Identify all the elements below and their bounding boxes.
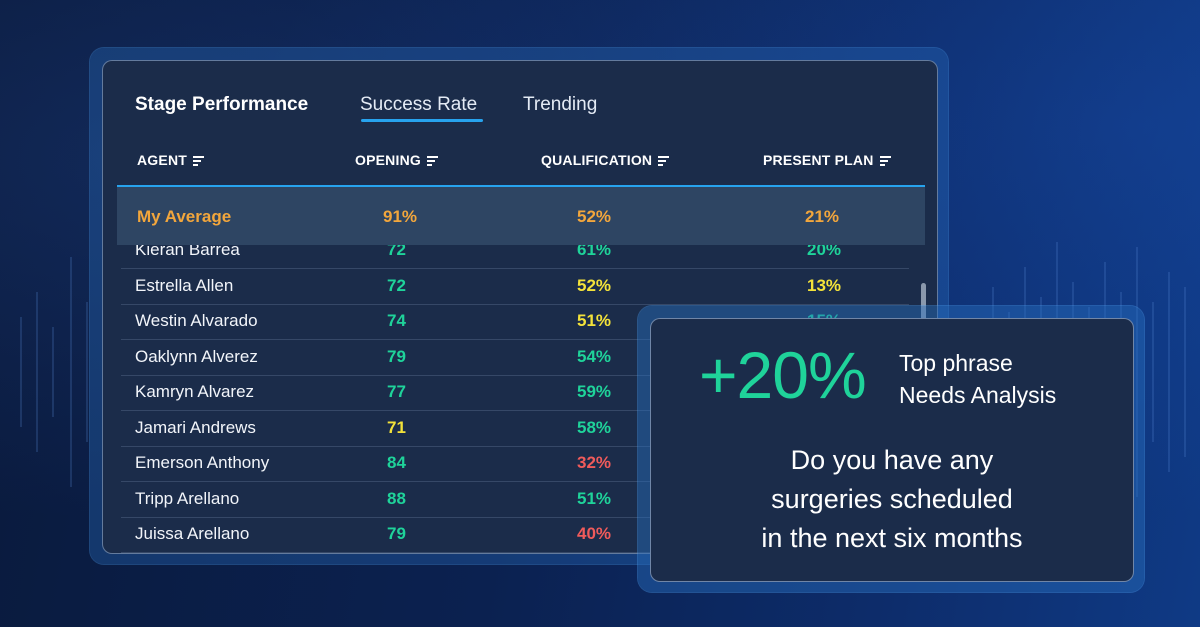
opening-value: 84 [387,453,406,472]
agent-name: Kamryn Alvarez [135,382,255,401]
filter-lines-icon[interactable] [879,156,891,166]
average-opening: 91% [383,207,418,226]
average-present-plan: 21% [805,207,840,226]
table-row[interactable]: Kamryn Alvarez 77 59% [121,375,909,411]
present-plan-value: 13% [807,275,842,295]
agent-name: Westin Alvarado [135,311,258,330]
waveform-bar [52,327,54,417]
table-row[interactable]: Jamari Andrews 71 58% [121,411,909,447]
tab-success-rate[interactable]: Success Rate [360,94,478,115]
table-row[interactable]: Tripp Arellano 88 51% [121,482,909,518]
phrase-lift-value: +20% [699,338,867,412]
agent-name: Emerson Anthony [135,453,270,472]
qualification-value: 52% [577,275,612,295]
table-row[interactable]: Estrella Allen 72 52% 13% [121,269,909,305]
tab-trending[interactable]: Trending [523,94,598,115]
quote-line: surgeries scheduled [771,484,1013,514]
qualification-value: 40% [577,524,612,543]
header-divider [117,185,925,187]
opening-value: 88 [387,488,406,508]
waveform-bar [1152,302,1154,442]
top-phrase-label: Top phrase [899,350,1013,376]
waveform-bar [20,317,22,427]
agent-name: Juissa Arellano [135,524,250,543]
agent-name: Estrella Allen [135,275,234,295]
column-header-opening[interactable]: OPENING [355,152,438,168]
top-phrase-callout: +20% Top phrase Needs Analysis Do you ha… [650,318,1134,582]
opening-value: 77 [387,382,406,401]
table-scrollbar[interactable] [921,283,926,323]
opening-value: 79 [387,346,406,366]
quote-line: in the next six months [761,523,1023,553]
waveform-bar [1168,272,1170,472]
qualification-value: 32% [577,453,612,472]
table-row[interactable]: Juissa Arellano 79 40% [121,517,909,553]
waveform-bar [1136,247,1138,497]
qualification-value: 51% [577,488,612,508]
filter-lines-icon[interactable] [193,156,204,166]
opening-value: 72 [387,275,406,295]
column-header-present-plan[interactable]: PRESENT PLAN [763,152,891,168]
top-phrase-value: Needs Analysis [899,382,1057,408]
waveform-bar [70,257,72,487]
waveform-bar [86,302,88,442]
qualification-value: 59% [577,382,612,401]
column-header-qualification[interactable]: QUALIFICATION [541,152,670,168]
opening-value: 79 [387,524,406,543]
column-header-agent[interactable]: AGENT [137,152,204,168]
qualification-value: 58% [577,417,612,437]
filter-lines-icon[interactable] [658,156,670,166]
agent-name: Jamari Andrews [135,417,256,437]
phrase-quote: Do you have any surgeries scheduled in t… [651,441,1133,558]
average-qualification: 52% [577,207,612,226]
quote-line: Do you have any [790,445,994,475]
table-row[interactable]: Emerson Anthony 84 32% [121,446,909,482]
agent-name: Oaklynn Alverez [135,346,258,366]
waveform-bar [1184,287,1186,457]
active-tab-indicator [361,119,483,122]
waveform-bar [36,292,38,452]
qualification-value: 51% [577,311,612,330]
table-row[interactable]: Oaklynn Alverez 79 54% [121,340,909,376]
qualification-value: 54% [577,346,612,366]
my-average-row: My Average 91% 52% 21% [117,187,925,245]
panel-title: Stage Performance [135,94,309,115]
agent-name: Tripp Arellano [135,488,240,508]
average-label: My Average [137,207,232,226]
opening-value: 74 [387,311,406,330]
opening-value: 71 [387,417,406,437]
filter-lines-icon[interactable] [426,156,438,166]
